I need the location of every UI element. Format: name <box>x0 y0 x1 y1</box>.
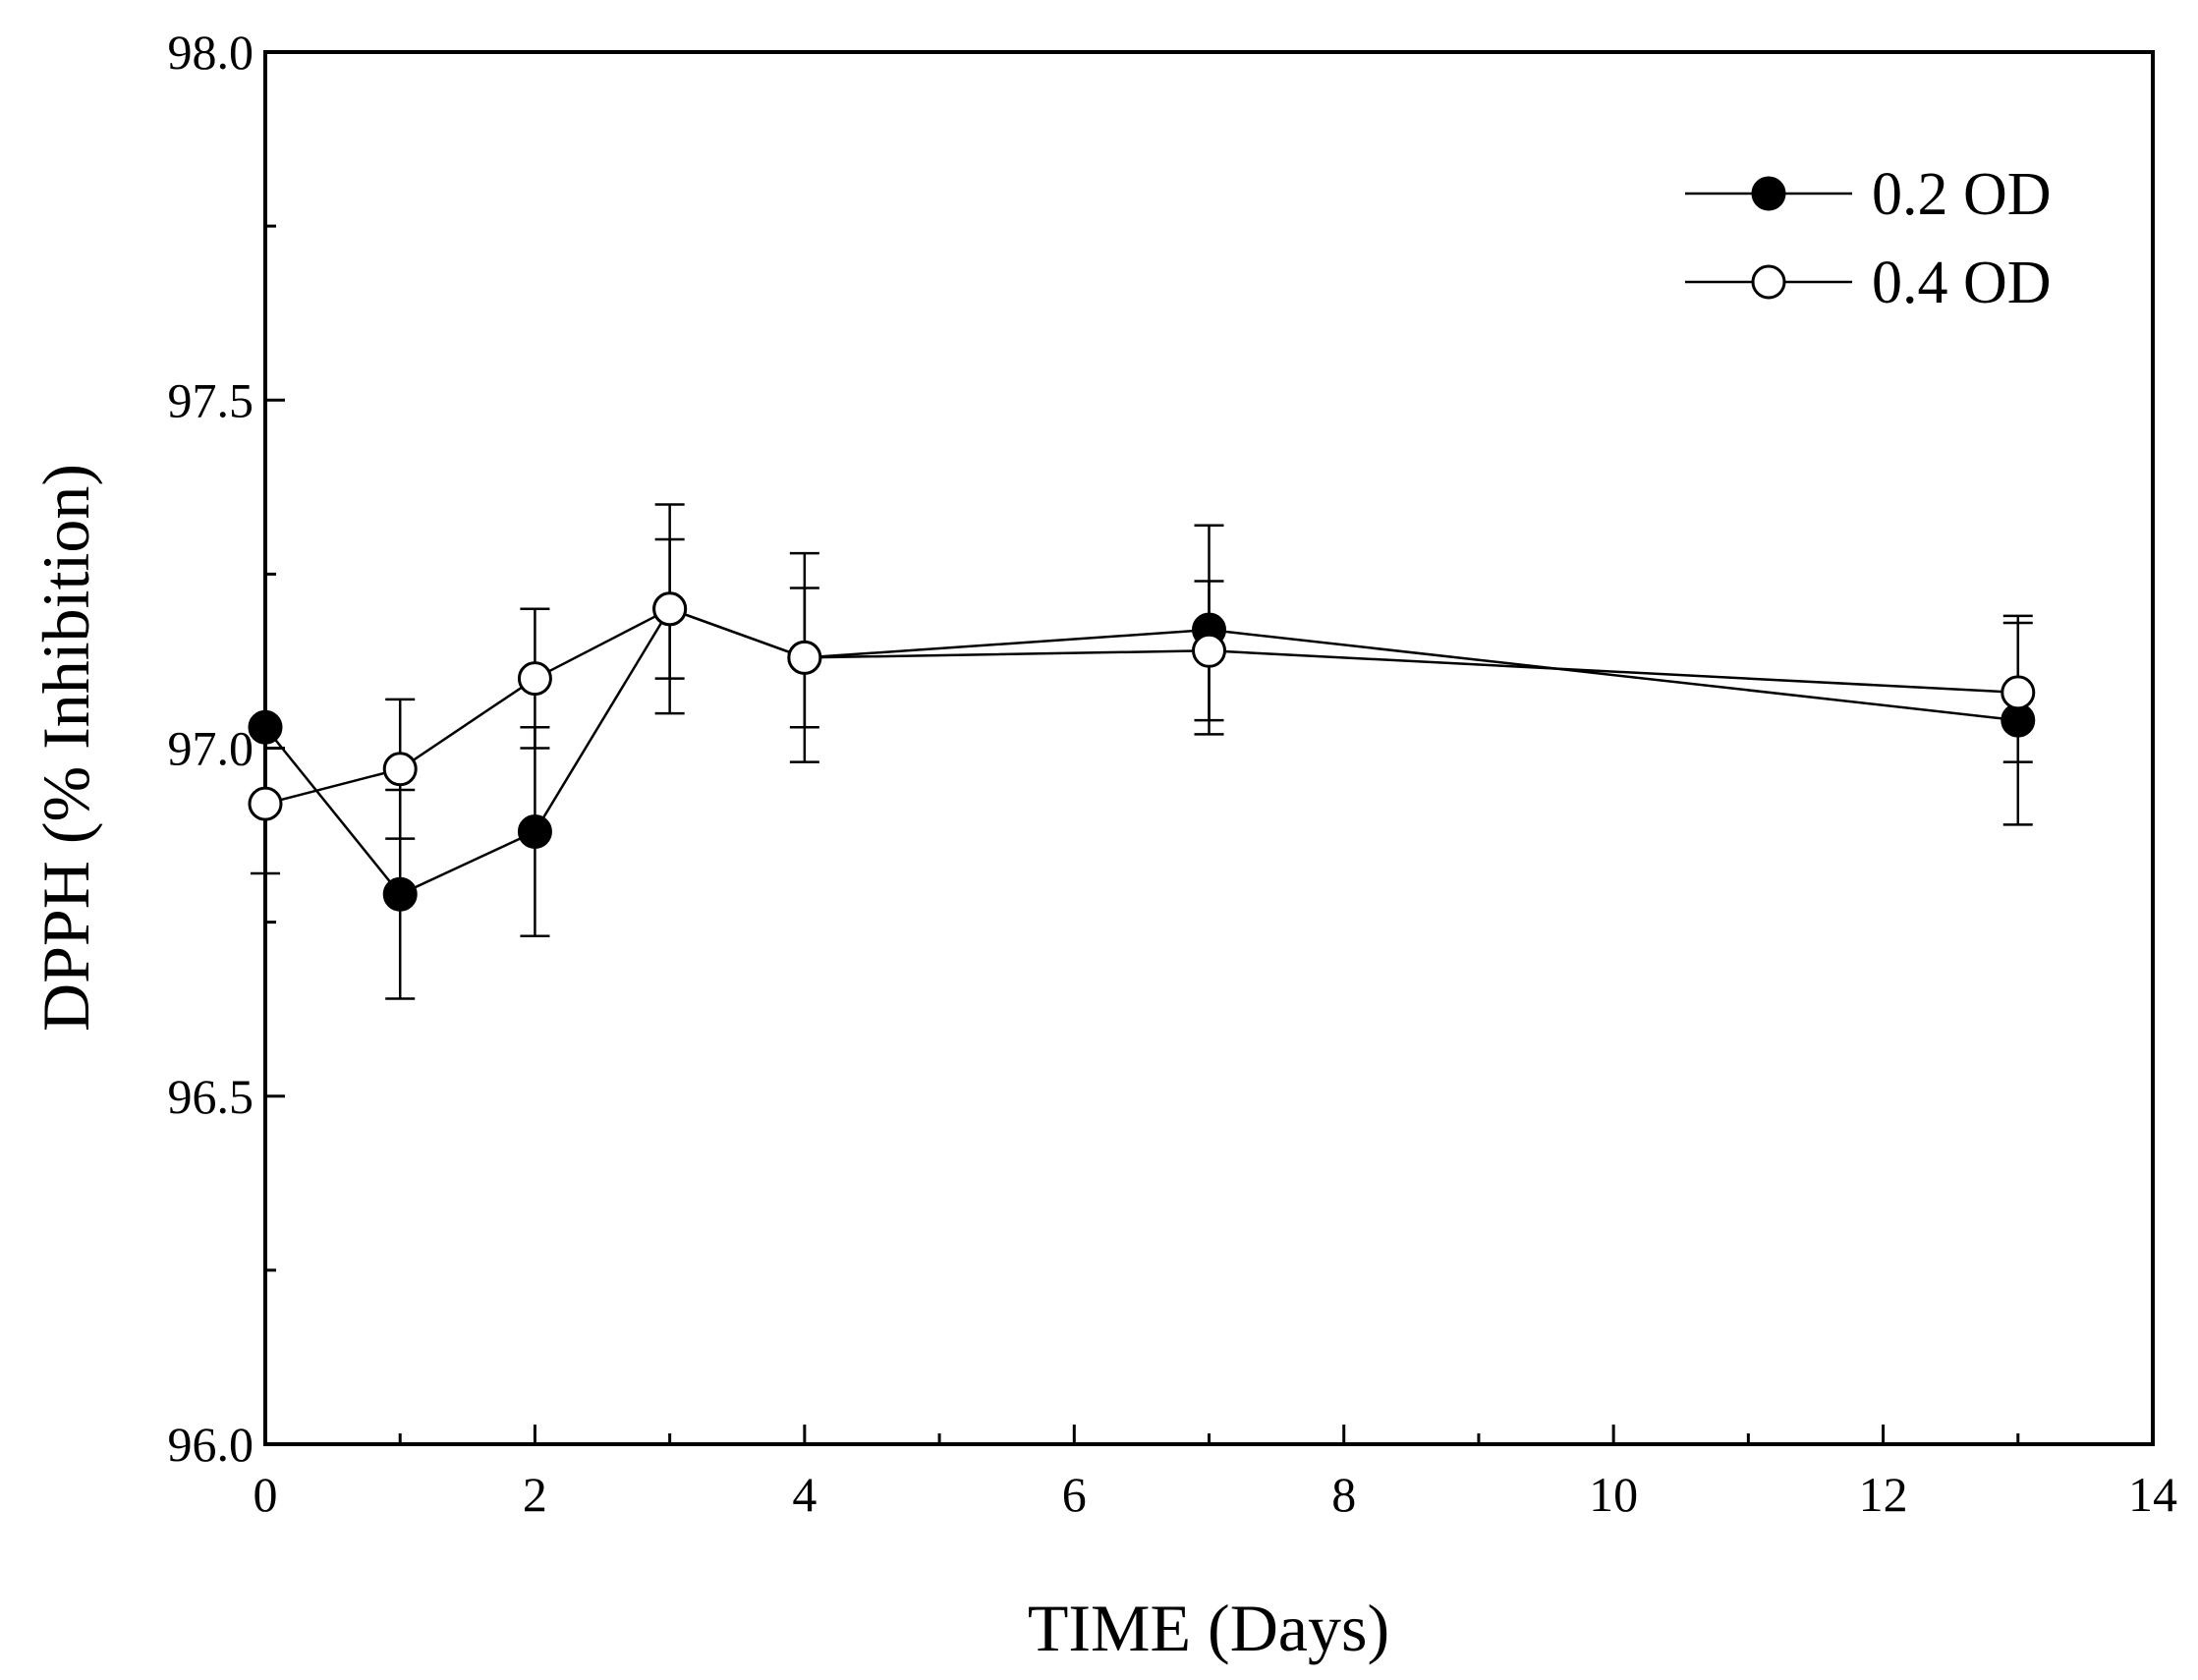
data-point <box>652 591 688 627</box>
data-point <box>382 752 418 787</box>
series-0-4-od <box>251 503 2033 875</box>
x-tick-label: 8 <box>1331 1467 1356 1522</box>
y-axis-title: DPPH (% Inhibition) <box>28 464 103 1032</box>
x-axis-title: TIME (Days) <box>1028 1591 1389 1665</box>
x-tick-label: 4 <box>792 1467 817 1522</box>
y-tick-label: 98.0 <box>168 25 254 80</box>
y-tick-label: 96.0 <box>168 1417 254 1472</box>
x-tick-label: 12 <box>1859 1467 1908 1522</box>
y-tick-label: 96.5 <box>168 1069 254 1124</box>
data-point <box>248 709 283 745</box>
data-point <box>517 814 552 850</box>
series-markers <box>248 591 2036 912</box>
data-point <box>1192 633 1226 668</box>
data-point <box>248 786 283 821</box>
x-tick-label: 2 <box>523 1467 547 1522</box>
x-tick-label: 0 <box>254 1467 278 1522</box>
legend-marker <box>1751 264 1786 300</box>
data-point <box>517 661 552 697</box>
legend: 0.2 OD 0.4 OD <box>1685 161 2052 316</box>
legend-label: 0.2 OD <box>1872 161 2052 228</box>
series-line <box>264 607 2018 806</box>
series-layer <box>248 503 2036 1000</box>
x-tick-label: 14 <box>2128 1467 2177 1522</box>
data-point <box>2001 675 2036 710</box>
y-tick-label: 97.0 <box>168 721 254 776</box>
tick-labels: 0 2 4 6 8 10 12 14 96.0 96.5 97.0 97.5 98.0 <box>168 25 2178 1522</box>
data-point <box>787 640 822 675</box>
y-tick-label: 97.5 <box>168 372 254 427</box>
axis-ticks <box>263 50 2155 1446</box>
series-markers <box>248 591 2036 821</box>
legend-marker <box>1751 176 1786 211</box>
x-tick-label: 6 <box>1062 1467 1087 1522</box>
legend-label: 0.4 OD <box>1872 250 2052 316</box>
series-0-2-od <box>264 524 2033 1000</box>
x-tick-label: 10 <box>1589 1467 1638 1522</box>
data-point <box>382 876 418 912</box>
